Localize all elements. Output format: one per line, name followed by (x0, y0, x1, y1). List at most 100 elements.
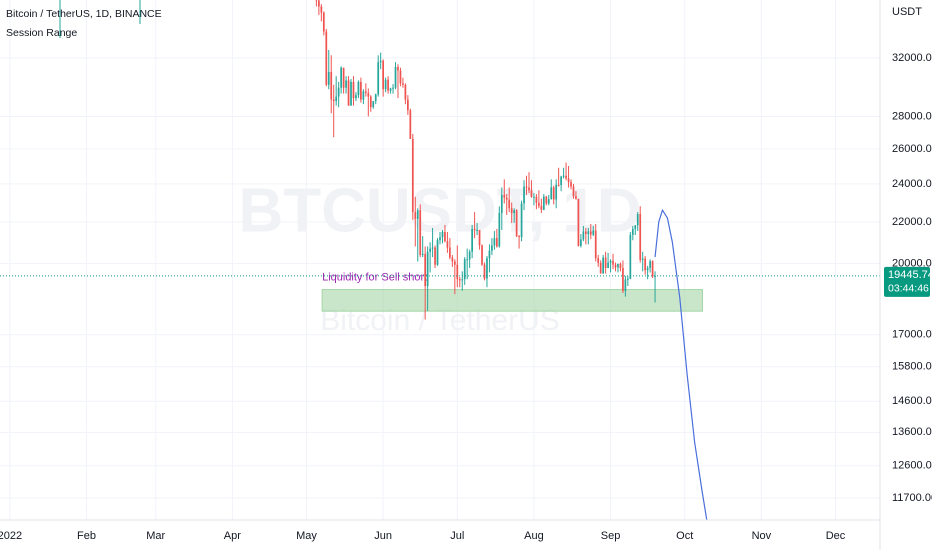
candle-body (550, 187, 553, 200)
candle-body (580, 239, 582, 246)
candle-body (372, 101, 375, 108)
candle-body (468, 251, 471, 260)
candle-body (525, 186, 528, 188)
candle-body (357, 81, 360, 96)
y-tick-label: 17000.00 (892, 329, 932, 341)
candle-body (426, 251, 429, 287)
candle-body (394, 67, 397, 88)
candle-body (379, 60, 382, 63)
candle-body (523, 186, 525, 204)
candle-body (513, 210, 516, 214)
candle-body (552, 187, 555, 200)
candle-body (644, 258, 647, 271)
candle-body (510, 208, 513, 214)
candle-body (587, 231, 590, 235)
candle-body (535, 196, 538, 203)
candle-body (627, 278, 629, 280)
candle-body (609, 260, 612, 263)
y-tick-label: 28000.00 (892, 110, 932, 122)
y-tick-label: 15800.00 (892, 361, 932, 373)
x-tick-label: Aug (524, 530, 544, 542)
candle-body (594, 230, 597, 259)
candle-body (362, 91, 365, 100)
candle-body (471, 228, 473, 252)
candle-body (505, 197, 508, 200)
x-tick-label: Feb (77, 530, 96, 542)
candle-body (592, 230, 595, 235)
last-price-box (884, 266, 930, 297)
candle-body (330, 71, 333, 100)
candle-body (597, 258, 600, 263)
candle-body (481, 245, 483, 265)
candle-body (322, 12, 325, 32)
candle-body (528, 187, 530, 191)
x-tick-label: Apr (224, 530, 241, 542)
candle-body (540, 205, 543, 210)
candle-body (604, 257, 607, 269)
candle-body (542, 196, 545, 210)
candle-body (560, 176, 562, 185)
candle-body (617, 263, 619, 268)
candle-body (449, 247, 451, 258)
indicator-name: Session Range (6, 27, 77, 39)
candle-body (397, 67, 399, 71)
candle-body (402, 83, 404, 85)
candle-body (503, 194, 506, 198)
projection-curve (654, 208, 708, 520)
candle-body (463, 259, 466, 280)
candle-body (565, 175, 567, 179)
candle-body (639, 214, 642, 260)
candle-body (340, 67, 342, 88)
candle-body (486, 258, 488, 279)
candle-body (483, 264, 486, 279)
candle-body (364, 91, 367, 93)
candle-body (342, 67, 345, 88)
candle-body (636, 214, 639, 226)
candle-body (325, 31, 328, 85)
y-tick-label: 32000.00 (892, 52, 932, 64)
candle-body (500, 194, 503, 214)
candle-body (320, 6, 323, 13)
candle-body (458, 279, 461, 281)
candle-body (387, 79, 389, 91)
grid (0, 0, 880, 520)
candle-body (538, 202, 540, 206)
last-price-label: 19445.74 (888, 269, 932, 281)
candle-body (461, 279, 464, 281)
candle-body (575, 196, 577, 199)
candle-body (557, 184, 560, 186)
candle-body (570, 182, 572, 187)
candle-body (384, 79, 387, 90)
candle-body (446, 241, 449, 248)
y-tick-label: 26000.00 (892, 143, 932, 155)
x-tick-label: Oct (676, 530, 693, 542)
candle-body (374, 94, 377, 102)
candle-body (439, 237, 441, 241)
y-tick-label: 13600.00 (892, 426, 932, 438)
candle-body (602, 257, 605, 274)
candle-body (382, 60, 385, 90)
x-tick-label: May (296, 530, 317, 542)
candle-body (456, 264, 459, 280)
candle-body (451, 257, 454, 262)
candle-body (530, 190, 533, 197)
candle-body (444, 231, 446, 242)
candle-body (337, 87, 340, 97)
candle-body (441, 231, 444, 238)
candle-body (599, 262, 602, 274)
candle-body (547, 199, 550, 204)
candle-body (414, 212, 417, 219)
candle-body (518, 236, 520, 238)
candle-body (584, 231, 587, 235)
candle-body (476, 229, 478, 231)
candle-body (498, 213, 501, 247)
candle-body (424, 253, 427, 287)
candle-body (562, 175, 565, 177)
candle-body (404, 84, 407, 100)
candle-body (360, 81, 362, 100)
x-tick-label: 2022 (0, 530, 22, 542)
candle-body (495, 238, 498, 247)
candle-body (419, 210, 422, 255)
candle-body (589, 231, 592, 235)
